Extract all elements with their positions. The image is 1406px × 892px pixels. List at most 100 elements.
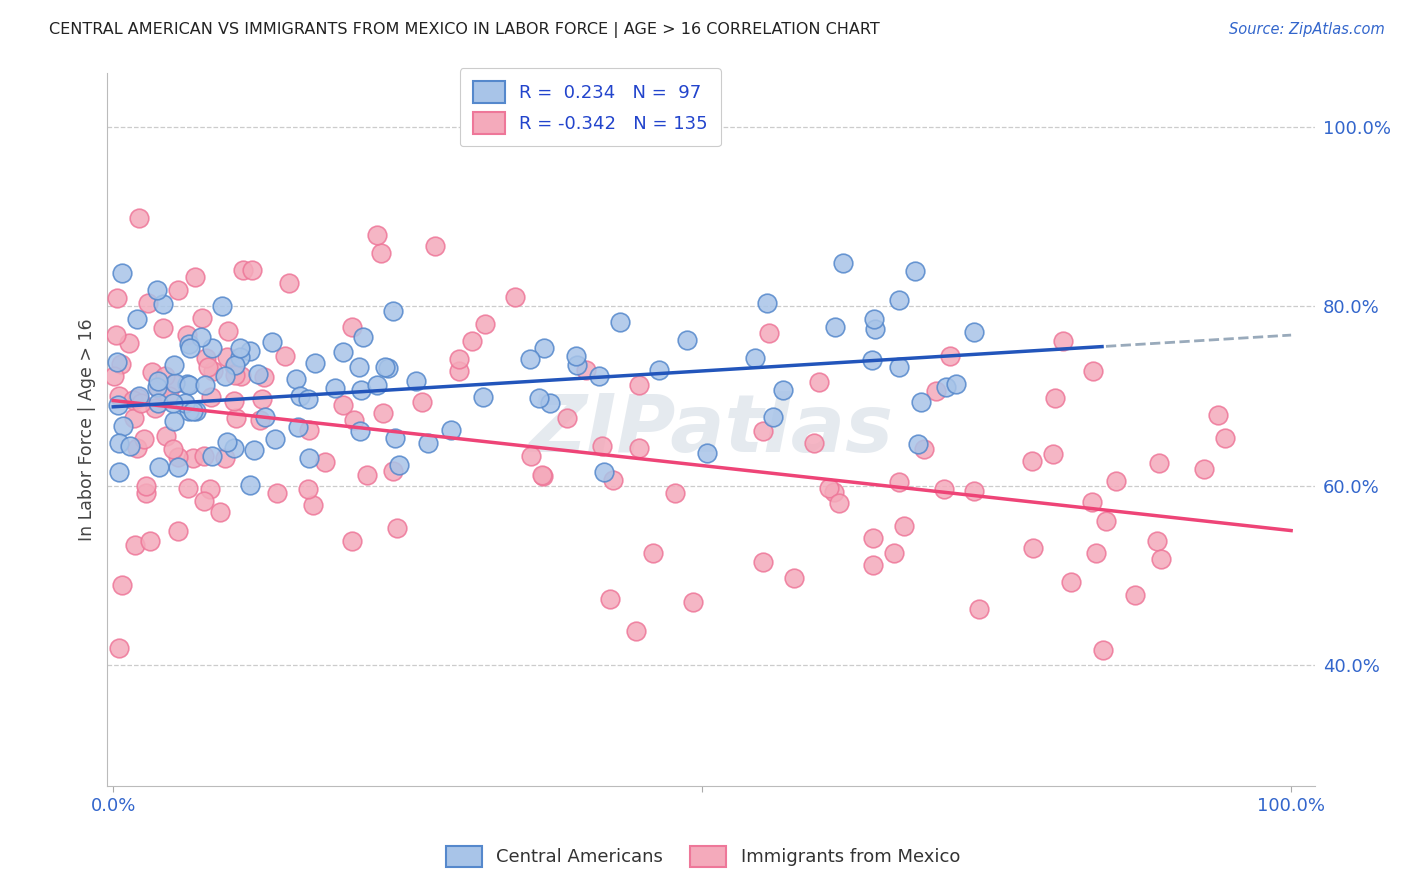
Point — [519, 351, 541, 366]
Point — [1206, 408, 1229, 422]
Point — [531, 469, 554, 483]
Point — [1105, 474, 1128, 488]
Point — [411, 394, 433, 409]
Point — [246, 368, 269, 382]
Point — [967, 601, 990, 615]
Point — [110, 577, 132, 591]
Point — [863, 322, 886, 336]
Point — [860, 352, 883, 367]
Point — [471, 390, 494, 404]
Point — [122, 393, 145, 408]
Point — [627, 441, 650, 455]
Point — [371, 406, 394, 420]
Point — [782, 571, 804, 585]
Point — [107, 398, 129, 412]
Point — [423, 238, 446, 252]
Point — [162, 442, 184, 457]
Text: Source: ZipAtlas.com: Source: ZipAtlas.com — [1229, 22, 1385, 37]
Point — [761, 409, 783, 424]
Point — [105, 291, 128, 305]
Point — [253, 409, 276, 424]
Point — [349, 383, 371, 397]
Point — [356, 467, 378, 482]
Point — [229, 368, 252, 383]
Point — [194, 378, 217, 392]
Point — [202, 364, 225, 378]
Point — [163, 358, 186, 372]
Point — [1192, 462, 1215, 476]
Point — [132, 432, 155, 446]
Point — [141, 365, 163, 379]
Text: CENTRAL AMERICAN VS IMMIGRANTS FROM MEXICO IN LABOR FORCE | AGE > 16 CORRELATION: CENTRAL AMERICAN VS IMMIGRANTS FROM MEXI… — [49, 22, 880, 38]
Point — [228, 341, 250, 355]
Point — [832, 256, 855, 270]
Point — [173, 395, 195, 409]
Point — [342, 319, 364, 334]
Point — [744, 351, 766, 366]
Point — [103, 369, 125, 384]
Point — [664, 486, 686, 500]
Point — [416, 436, 439, 450]
Point — [588, 369, 610, 384]
Point — [803, 435, 825, 450]
Point — [602, 473, 624, 487]
Point — [108, 389, 131, 403]
Point — [124, 538, 146, 552]
Point — [1060, 575, 1083, 590]
Point — [342, 533, 364, 548]
Point — [195, 351, 218, 366]
Point — [385, 521, 408, 535]
Point — [1095, 514, 1118, 528]
Legend: Central Americans, Immigrants from Mexico: Central Americans, Immigrants from Mexic… — [439, 838, 967, 874]
Point — [118, 439, 141, 453]
Point — [239, 478, 262, 492]
Point — [1022, 541, 1045, 556]
Point — [228, 350, 250, 364]
Point — [176, 328, 198, 343]
Point — [887, 360, 910, 375]
Point — [374, 359, 396, 374]
Point — [214, 451, 236, 466]
Point — [332, 344, 354, 359]
Point — [925, 384, 948, 398]
Point — [167, 283, 190, 297]
Point — [1146, 533, 1168, 548]
Point — [1091, 643, 1114, 657]
Point — [167, 450, 190, 464]
Point — [128, 211, 150, 225]
Point — [907, 437, 929, 451]
Point — [211, 299, 233, 313]
Point — [388, 458, 411, 472]
Point — [146, 374, 169, 388]
Point — [139, 533, 162, 548]
Point — [863, 311, 886, 326]
Point — [1080, 495, 1102, 509]
Point — [193, 449, 215, 463]
Point — [405, 374, 427, 388]
Point — [808, 375, 831, 389]
Point — [190, 330, 212, 344]
Point — [474, 317, 496, 331]
Point — [758, 326, 780, 340]
Point — [823, 484, 845, 499]
Point — [352, 330, 374, 344]
Point — [1083, 364, 1105, 378]
Point — [1042, 447, 1064, 461]
Point — [347, 359, 370, 374]
Point — [243, 443, 266, 458]
Point — [184, 269, 207, 284]
Point — [1147, 456, 1170, 470]
Point — [963, 484, 986, 499]
Point — [751, 555, 773, 569]
Point — [538, 396, 561, 410]
Point — [904, 264, 927, 278]
Point — [366, 227, 388, 242]
Point — [862, 558, 884, 573]
Point — [263, 432, 285, 446]
Point — [384, 431, 406, 445]
Point — [163, 415, 186, 429]
Point — [818, 481, 841, 495]
Point — [214, 368, 236, 383]
Point — [1150, 552, 1173, 566]
Point — [520, 449, 543, 463]
